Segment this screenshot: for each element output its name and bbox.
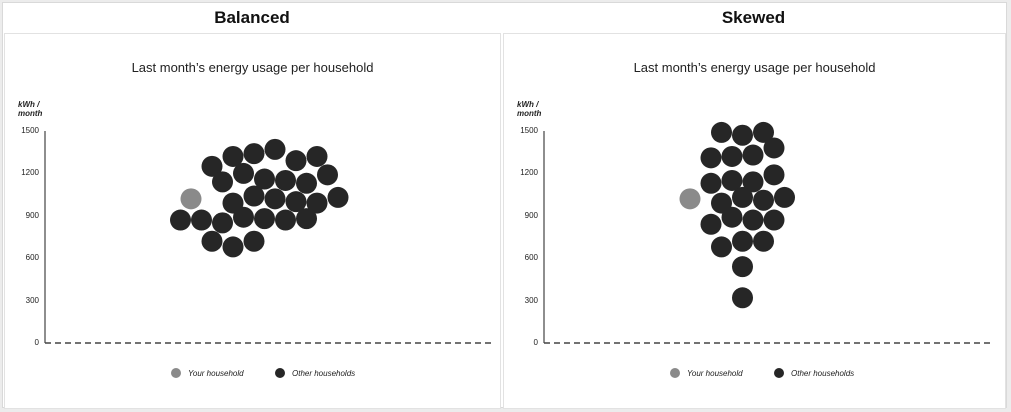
other-household-dot [243,143,265,165]
other-household-dot [700,213,722,235]
other-household-dot [742,144,764,166]
other-household-dot [296,172,317,194]
other-household-dot [275,209,296,231]
other-household-dot [742,171,764,193]
other-household-dot [732,124,753,146]
other-household-dot [763,164,785,186]
chart-panel-balanced: Last month’s energy usage per household … [4,33,501,409]
other-household-dot [170,209,191,231]
y-tick-label: 900 [25,210,39,220]
other-household-dot [732,230,753,252]
other-household-dot [306,145,328,167]
other-household-dot [721,169,743,191]
legend-dot-other [275,367,285,378]
other-household-dot [763,137,785,159]
other-household-dot [212,171,233,193]
other-household-dot [296,208,317,230]
legend-other-households: Other households [774,367,854,381]
y-tick-label: 600 [524,253,538,263]
y-axis-label-unit: kWh / [517,100,539,109]
other-household-dot [774,186,795,208]
y-axis-label: kWh / month [18,100,58,118]
plot-area [44,131,491,344]
y-tick-label: 300 [524,295,538,305]
other-household-dot [753,121,774,143]
other-household-dot [753,230,774,252]
y-tick-label: 600 [25,253,39,263]
other-household-dot [763,209,785,231]
legend-other-households: Other households [275,367,355,381]
other-household-dot [243,185,265,207]
your-household-dot [679,188,701,210]
legend-label-other: Other households [292,369,356,378]
other-household-dot [317,164,338,186]
other-household-dot [721,145,743,167]
other-household-dot [285,191,307,213]
other-household-dot [700,147,722,169]
other-household-dot [732,186,753,208]
y-tick-label: 1200 [520,168,538,178]
other-household-dot [222,145,244,167]
other-household-dot [254,168,275,190]
y-axis-label-unit: kWh / [18,100,40,109]
other-household-dot [711,121,732,143]
other-household-dot [700,172,722,194]
other-household-dot [275,169,296,191]
other-household-dot [753,189,774,211]
y-tick-label: 1500 [520,126,538,135]
y-tick-label: 0 [533,338,538,347]
y-tick-label: 0 [34,338,39,347]
other-household-dot [191,209,212,231]
legend-dot-your [171,367,181,378]
other-household-dot [222,236,244,258]
other-household-dot [742,209,764,231]
other-household-dot [212,212,233,234]
other-household-dot [264,138,286,160]
other-household-dot [264,188,286,210]
panel-header-balanced: Balanced [214,8,290,27]
legend-label-your: Your household [687,369,743,378]
other-household-dot [732,256,753,278]
plot-area [543,121,990,344]
legend-dot-your [670,367,680,378]
other-household-dot [201,230,223,252]
panel-header-skewed: Skewed [721,8,786,27]
y-axis-label-period: month [18,109,43,118]
y-tick-label: 900 [524,210,538,220]
legend-label-your: Your household [188,369,244,378]
y-tick-label: 300 [25,295,39,305]
other-household-dot [721,206,743,228]
legend-your-household: Your household [670,367,743,381]
y-axis-label-period: month [517,109,542,118]
chart-title: Last month’s energy usage per household [131,60,374,75]
other-household-dot [254,208,275,230]
y-tick-label: 1500 [21,126,39,135]
legend-label-other: Other households [791,369,855,378]
other-household-dot [233,162,254,184]
y-axis-label: kWh / month [517,100,557,118]
other-household-dot [201,155,223,177]
your-household-dot [180,188,202,210]
other-household-dot [243,230,265,252]
other-household-dot [327,186,349,208]
other-household-dot [233,206,254,228]
other-household-dot [285,150,307,172]
other-household-dot [711,236,732,258]
legend-dot-other [774,367,784,378]
y-tick-label: 1200 [21,168,39,178]
other-household-dot [306,192,328,214]
legend-your-household: Your household [171,367,244,381]
other-household-dot [732,287,753,309]
chart-panel-skewed: Last month’s energy usage per household … [503,33,1006,409]
chart-title: Last month’s energy usage per household [633,60,876,75]
